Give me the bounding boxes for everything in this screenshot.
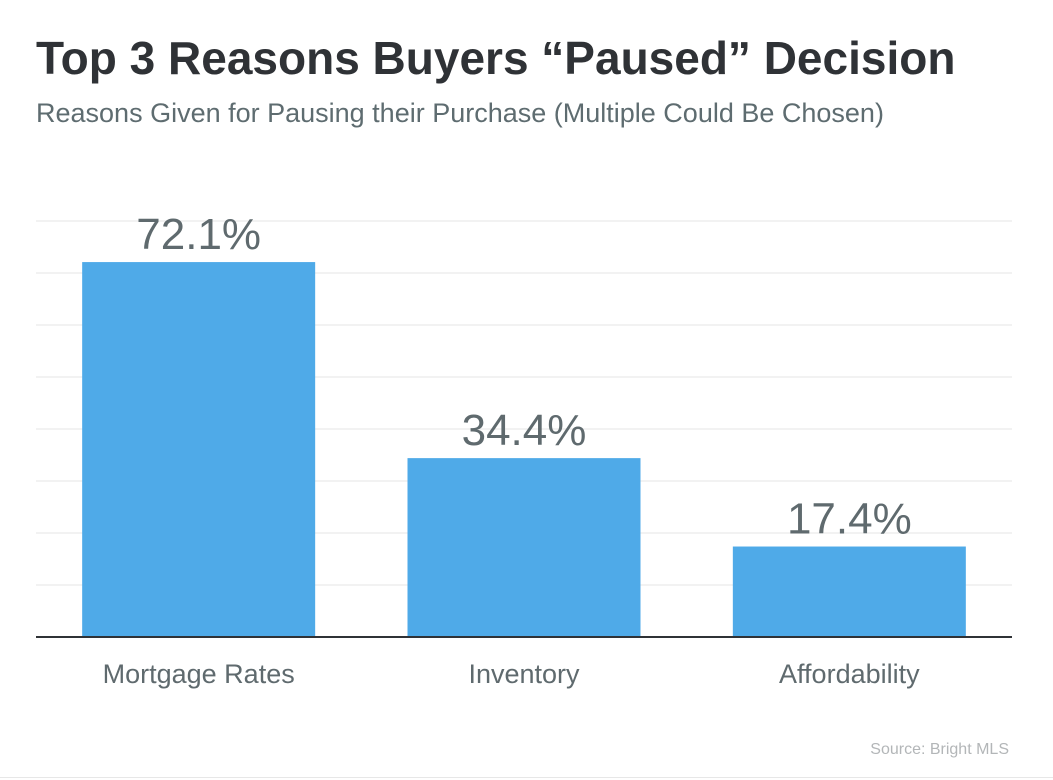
- bar-mortgage-rates: [82, 262, 316, 637]
- chart-subtitle: Reasons Given for Pausing their Purchase…: [36, 98, 884, 128]
- category-label: Affordability: [779, 659, 920, 689]
- bottom-divider: [0, 777, 1053, 778]
- category-label: Inventory: [468, 659, 580, 689]
- bar-chart: 72.1% 34.4% 17.4% Mortgage Rates Inventory A…: [36, 210, 1012, 689]
- chart-title: Top 3 Reasons Buyers “Paused” Decision: [36, 32, 956, 84]
- bars: [82, 262, 966, 637]
- value-label: 72.1%: [136, 210, 261, 259]
- value-labels: 72.1% 34.4% 17.4%: [136, 210, 911, 543]
- value-label: 34.4%: [462, 406, 587, 455]
- source-note: Source: Bright MLS: [870, 741, 1009, 758]
- bar-affordability: [732, 546, 966, 637]
- value-label: 17.4%: [787, 495, 912, 544]
- category-label: Mortgage Rates: [103, 659, 295, 689]
- bar-inventory: [407, 458, 641, 637]
- category-labels: Mortgage Rates Inventory Affordability: [103, 659, 921, 689]
